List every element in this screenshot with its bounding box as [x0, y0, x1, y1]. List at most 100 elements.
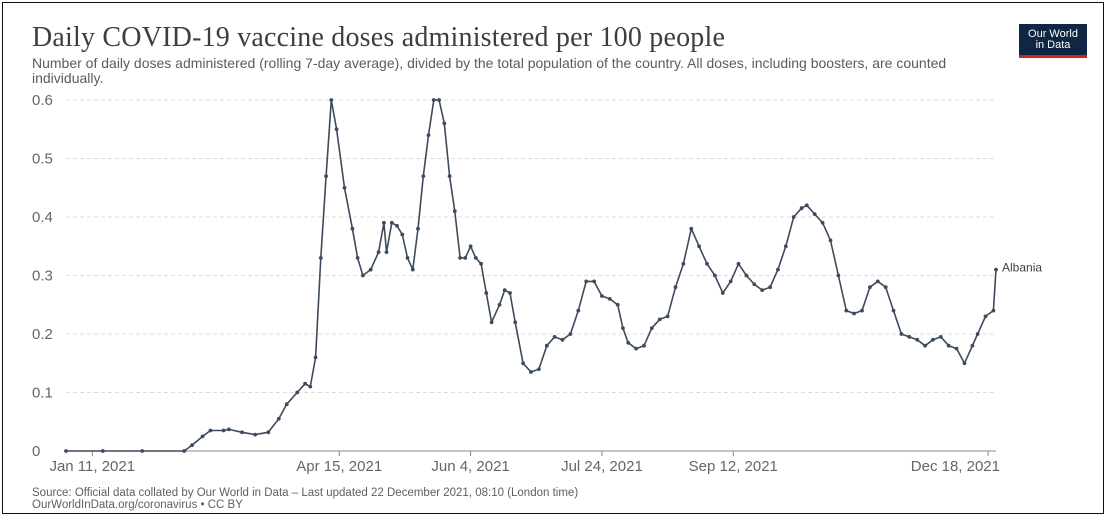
data-point	[421, 174, 426, 179]
data-point	[502, 288, 507, 292]
data-point	[938, 335, 943, 339]
data-point	[883, 285, 888, 290]
data-point	[200, 434, 205, 439]
data-point	[615, 302, 620, 307]
data-point	[836, 273, 841, 278]
data-point	[313, 355, 318, 360]
data-point	[828, 238, 833, 243]
y-tick-label: 0.2	[32, 326, 53, 343]
data-point	[875, 279, 880, 284]
data-point	[140, 449, 145, 453]
data-point	[468, 244, 473, 249]
data-point	[768, 285, 772, 290]
data-point	[442, 121, 447, 126]
data-point	[799, 206, 804, 211]
data-point	[962, 361, 967, 366]
data-point	[447, 174, 452, 179]
data-point	[783, 244, 788, 249]
data-point	[820, 220, 825, 225]
data-point	[592, 279, 596, 284]
data-point	[463, 256, 468, 260]
data-point	[552, 335, 557, 339]
data-point	[673, 285, 678, 290]
data-point	[227, 427, 231, 432]
data-point	[899, 332, 904, 336]
source-line-2[interactable]: OurWorldInData.org/coronavirus • CC BY	[32, 499, 243, 511]
x-tick-label: Dec 18, 2021	[911, 458, 1000, 475]
data-point	[431, 98, 436, 102]
x-tick-label: Sep 12, 2021	[689, 458, 778, 475]
data-point	[479, 261, 483, 266]
data-point	[329, 98, 334, 102]
y-tick-label: 0	[32, 443, 40, 460]
data-point	[713, 273, 717, 278]
data-point	[416, 226, 420, 231]
data-point	[64, 449, 68, 453]
data-point	[560, 337, 565, 342]
x-tick-label: Jul 24, 2021	[561, 458, 643, 475]
data-point	[626, 340, 631, 345]
chart-title: Daily COVID-19 vaccine doses administere…	[32, 22, 726, 53]
data-point	[852, 311, 856, 316]
data-point	[657, 317, 662, 322]
data-point	[923, 343, 927, 348]
y-tick-label: 0.5	[32, 151, 53, 168]
data-point	[484, 291, 489, 295]
x-tick-label: Jan 11, 2021	[49, 458, 135, 475]
data-point	[994, 267, 998, 272]
data-point	[970, 343, 975, 348]
data-point	[991, 308, 996, 313]
data-point	[389, 220, 394, 225]
data-point	[728, 279, 733, 284]
chart-subtitle: Number of daily doses administered (roll…	[32, 55, 947, 86]
data-point	[334, 127, 339, 132]
data-point	[410, 267, 415, 272]
data-point	[720, 291, 725, 295]
y-tick-label: 0.4	[32, 209, 53, 226]
data-point	[946, 343, 951, 348]
data-point	[342, 185, 347, 190]
data-point	[931, 337, 935, 342]
data-point	[649, 326, 654, 330]
data-point	[752, 282, 757, 287]
data-point	[681, 261, 686, 266]
data-point	[860, 308, 864, 313]
y-tick-label: 0.3	[32, 268, 53, 285]
series-label: Albania	[1002, 261, 1042, 275]
data-point	[295, 390, 300, 395]
data-point	[576, 308, 581, 313]
data-point	[665, 314, 670, 319]
data-point	[368, 267, 373, 272]
data-point	[705, 261, 709, 266]
data-point	[266, 430, 271, 435]
x-tick-label: Apr 15, 2021	[296, 458, 382, 475]
data-point	[350, 226, 355, 231]
logo-line-1: Our World	[1028, 28, 1078, 40]
data-point	[537, 367, 541, 371]
data-point	[868, 285, 872, 290]
data-point	[376, 250, 381, 255]
data-point	[208, 428, 213, 433]
data-point	[253, 432, 258, 437]
data-point	[568, 332, 573, 336]
data-point	[458, 256, 462, 260]
data-point	[100, 449, 105, 453]
data-point	[395, 223, 399, 228]
data-point	[544, 343, 549, 348]
data-point	[915, 337, 920, 342]
data-point	[497, 302, 502, 307]
data-point	[907, 335, 912, 339]
data-point	[400, 232, 405, 237]
data-point	[190, 443, 195, 447]
data-point	[308, 384, 313, 389]
owid-logo[interactable]: Our World in Data	[1019, 24, 1087, 58]
data-point	[508, 291, 512, 295]
data-point	[975, 332, 980, 336]
data-point	[634, 346, 638, 351]
data-point	[437, 98, 441, 102]
data-point	[452, 209, 457, 214]
data-point	[324, 174, 328, 179]
data-point	[584, 279, 589, 284]
data-point	[382, 220, 386, 225]
